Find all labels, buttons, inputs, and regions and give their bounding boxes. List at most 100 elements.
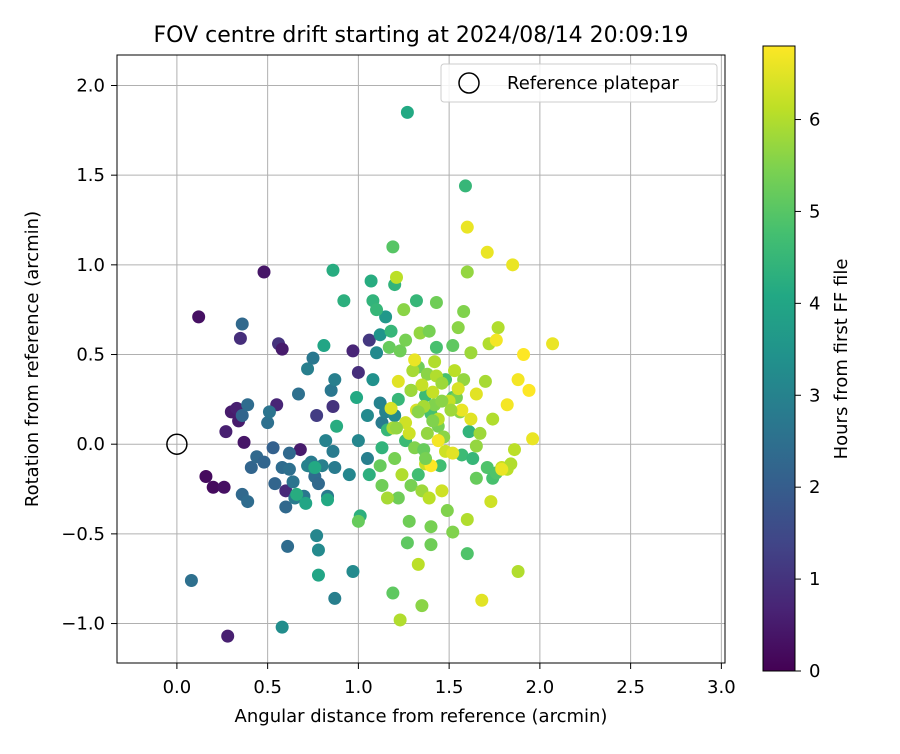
data-point	[299, 496, 313, 510]
x-tick-label: 2.0	[526, 677, 555, 698]
data-point	[395, 468, 409, 482]
data-point	[279, 484, 293, 498]
data-point	[375, 441, 389, 455]
colorbar-tick-label: 5	[809, 201, 820, 222]
data-point	[419, 452, 433, 466]
data-point	[192, 310, 206, 324]
data-point	[317, 339, 331, 353]
y-axis-ticks: −1.0 −0.5 0.0 0.5 1.0 1.5 2.0	[61, 75, 117, 635]
data-point	[444, 403, 458, 417]
data-point	[388, 452, 402, 466]
data-point	[455, 403, 469, 417]
data-point	[460, 220, 474, 234]
data-point	[290, 487, 304, 501]
data-point	[282, 462, 296, 476]
data-point	[319, 434, 333, 448]
data-point	[328, 373, 342, 387]
data-point	[469, 471, 483, 485]
data-point	[475, 593, 489, 607]
data-point	[522, 383, 536, 397]
y-tick-label: −0.5	[61, 524, 105, 545]
data-point	[366, 373, 380, 387]
data-point	[457, 304, 471, 318]
data-point	[446, 525, 460, 539]
data-point	[446, 339, 460, 353]
y-tick-label: 2.0	[76, 75, 105, 96]
x-tick-label: 3.0	[707, 677, 736, 698]
data-point	[330, 419, 344, 433]
y-tick-label: 1.0	[76, 255, 105, 276]
data-point	[262, 405, 276, 419]
y-tick-label: 1.5	[76, 165, 105, 186]
colorbar-label: Hours from first FF file	[831, 259, 852, 460]
data-point	[420, 426, 434, 440]
data-point	[282, 446, 296, 460]
data-point	[464, 346, 478, 360]
data-point	[266, 441, 280, 455]
y-axis-label: Rotation from reference (arcmin)	[22, 211, 43, 507]
data-point	[261, 416, 275, 430]
data-point	[346, 344, 360, 358]
x-tick-label: 0.5	[253, 677, 282, 698]
data-point	[241, 398, 255, 412]
data-point	[235, 408, 249, 422]
data-point	[480, 245, 494, 259]
data-point	[424, 520, 438, 534]
data-point	[451, 382, 465, 396]
plot-frame	[116, 54, 726, 664]
data-point	[308, 461, 322, 475]
data-point	[451, 321, 465, 335]
data-point	[506, 258, 520, 272]
data-point	[460, 265, 474, 279]
data-point	[404, 383, 418, 397]
data-point	[370, 303, 384, 317]
data-point	[379, 310, 393, 324]
data-point	[362, 468, 376, 482]
data-point	[404, 478, 418, 492]
data-point	[326, 444, 340, 458]
data-point	[279, 500, 293, 514]
data-point	[411, 405, 425, 419]
chart-title: FOV centre drift starting at 2024/08/14 …	[154, 23, 689, 48]
data-point	[435, 484, 449, 498]
data-point	[435, 376, 449, 390]
data-point	[460, 547, 474, 561]
data-point	[526, 432, 540, 446]
data-point	[370, 346, 384, 360]
data-point	[433, 459, 447, 473]
data-point	[337, 294, 351, 308]
data-point	[233, 331, 247, 345]
data-point	[219, 425, 233, 439]
data-point	[241, 495, 255, 509]
data-point	[380, 491, 394, 505]
data-point	[364, 274, 378, 288]
data-point	[486, 412, 500, 426]
x-tick-label: 1.0	[344, 677, 373, 698]
data-point	[389, 270, 403, 284]
data-point	[244, 461, 258, 475]
data-point	[466, 452, 480, 466]
data-point	[402, 426, 416, 440]
data-point	[306, 351, 320, 365]
data-point	[411, 468, 425, 482]
colorbar-tick-label: 3	[809, 385, 820, 406]
data-point	[362, 333, 376, 347]
data-points	[184, 105, 560, 643]
data-point	[217, 480, 231, 494]
data-point	[324, 383, 338, 397]
data-point	[328, 461, 342, 475]
data-point	[429, 340, 443, 354]
data-point	[428, 355, 442, 369]
data-point	[257, 455, 271, 469]
data-point	[235, 317, 249, 331]
data-point	[346, 565, 360, 579]
data-point	[351, 365, 365, 379]
data-point	[435, 394, 449, 408]
data-point	[286, 475, 300, 489]
data-point	[422, 324, 436, 338]
data-point	[391, 374, 405, 388]
data-point	[373, 459, 387, 473]
data-point	[546, 337, 560, 351]
